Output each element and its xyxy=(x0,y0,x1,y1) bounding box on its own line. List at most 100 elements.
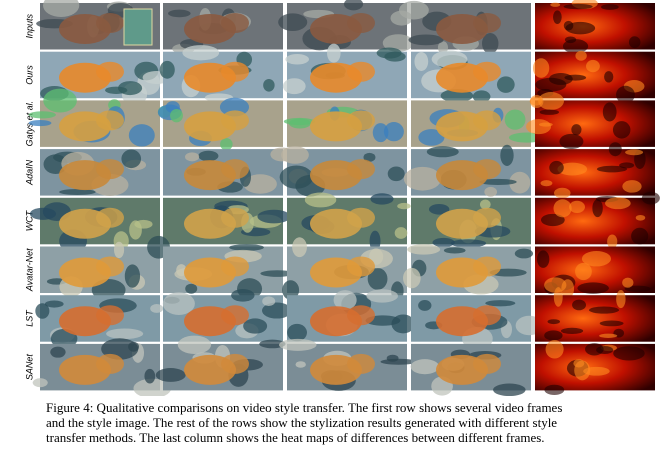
image-blob xyxy=(504,109,526,130)
image-blob xyxy=(450,239,487,248)
image-blob xyxy=(344,0,364,11)
row-label: LST xyxy=(24,309,34,327)
image-blob xyxy=(410,359,440,375)
heat-spot xyxy=(577,282,609,294)
image-blob xyxy=(333,290,357,311)
frame-image xyxy=(411,197,531,248)
image-blob xyxy=(282,78,306,95)
image-blob xyxy=(231,289,255,302)
image-blob xyxy=(133,378,172,396)
image-blob xyxy=(168,9,191,18)
image-subject xyxy=(96,256,124,277)
image-subject xyxy=(221,256,249,277)
heat-spot xyxy=(616,290,626,309)
heat-spot xyxy=(544,384,565,395)
image-subject xyxy=(221,207,249,228)
heat-spot xyxy=(571,124,582,136)
heat-spot xyxy=(641,191,660,205)
image-blob xyxy=(50,346,66,358)
heat-spot xyxy=(540,180,553,187)
frame-image xyxy=(162,289,292,342)
frame-image xyxy=(282,237,407,301)
image-blob xyxy=(295,361,306,368)
frame-image xyxy=(155,335,286,391)
image-blob xyxy=(386,354,399,362)
heat-spot xyxy=(565,21,596,35)
image-subject xyxy=(473,110,501,131)
frame-image xyxy=(411,50,531,103)
image-blob xyxy=(383,121,404,142)
image-blob xyxy=(363,152,376,162)
row-label: Ours xyxy=(24,65,34,85)
image-blob xyxy=(403,166,442,191)
heat-spot xyxy=(583,366,610,376)
heat-spot xyxy=(557,162,588,176)
image-blob xyxy=(432,237,455,248)
frame-image xyxy=(35,295,164,349)
heat-spot xyxy=(592,199,603,218)
image-subject xyxy=(473,13,501,33)
frame-image xyxy=(287,289,415,342)
image-blob xyxy=(257,209,291,224)
heat-map xyxy=(535,340,655,395)
image-blob xyxy=(485,300,516,307)
frame-image xyxy=(40,235,170,301)
heat-map xyxy=(526,92,655,150)
heat-spot xyxy=(613,346,645,361)
heat-spot xyxy=(554,187,571,199)
image-blob xyxy=(159,60,175,79)
image-blob xyxy=(327,43,341,63)
image-subject xyxy=(473,159,501,180)
frame-image xyxy=(411,295,543,351)
heat-spot xyxy=(604,71,614,83)
heat-spot xyxy=(547,319,560,325)
heat-spot xyxy=(569,200,586,214)
image-blob xyxy=(260,270,295,277)
image-blob xyxy=(263,78,275,92)
image-blob xyxy=(44,300,64,308)
image-blob xyxy=(106,328,144,340)
image-blob xyxy=(500,144,514,166)
row-label: AdaIN xyxy=(24,159,34,186)
heat-spot xyxy=(601,4,619,10)
image-blob xyxy=(418,129,445,146)
image-blob xyxy=(282,280,300,300)
frame-image xyxy=(163,3,283,54)
heat-spot xyxy=(622,277,634,288)
heat-spot xyxy=(532,58,550,78)
image-blob xyxy=(182,45,220,61)
image-blob xyxy=(366,289,398,303)
image-subject xyxy=(347,207,375,228)
image-subject xyxy=(221,13,249,33)
frame-image xyxy=(279,146,407,197)
image-blob xyxy=(35,303,50,319)
frame-image xyxy=(287,192,411,252)
image-blob xyxy=(372,123,389,143)
heat-spot xyxy=(526,119,551,135)
image-blob xyxy=(376,47,402,59)
heat-map xyxy=(535,191,660,249)
image-blob xyxy=(369,248,384,265)
image-blob xyxy=(155,368,186,382)
caption-line: Figure 4: Qualitative comparisons on vid… xyxy=(46,400,563,415)
image-subject xyxy=(347,61,375,82)
image-blob xyxy=(32,378,48,388)
image-blob xyxy=(43,88,77,113)
caption-line: transfer methods. The last column shows … xyxy=(46,430,545,445)
image-blob xyxy=(118,81,143,96)
row-label: SANet xyxy=(24,354,34,381)
image-subject xyxy=(96,61,124,82)
heat-spot xyxy=(602,102,617,122)
heat-spot xyxy=(607,234,618,249)
image-blob xyxy=(121,149,142,169)
caption-line: and the style image. The rest of the row… xyxy=(46,415,558,430)
image-blob xyxy=(50,328,78,349)
heat-spot xyxy=(625,149,644,156)
heat-spot xyxy=(562,39,589,54)
frame-image xyxy=(403,144,531,197)
image-blob xyxy=(382,34,414,52)
image-blob xyxy=(261,302,292,319)
image-blob xyxy=(304,192,337,208)
heat-spot xyxy=(572,299,586,311)
